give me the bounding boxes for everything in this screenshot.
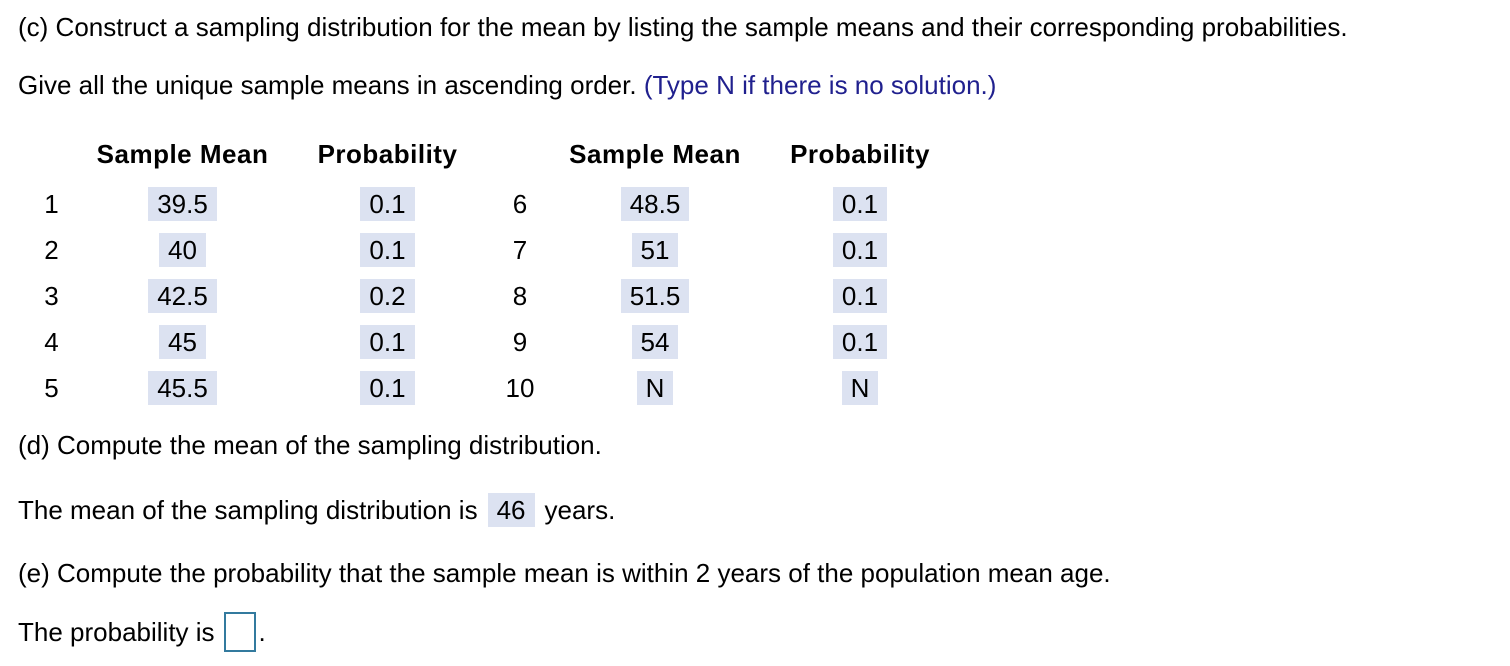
table-row: 54 — [545, 319, 765, 365]
header-spacer — [18, 135, 85, 173]
part-e-answer-line: The probability is . — [18, 612, 266, 652]
sampling-distribution-table: Sample Mean Probability Sample Mean Prob… — [18, 135, 955, 411]
probability-input-4[interactable]: 0.1 — [360, 325, 415, 359]
row-number-1: 1 — [44, 188, 59, 219]
column-header-probability-right: Probability — [790, 138, 930, 169]
part-c-prompt-text: (c) Construct a sampling distribution fo… — [18, 12, 1348, 42]
table-row: 0.2 — [280, 273, 495, 319]
probability-input-8[interactable]: 0.1 — [832, 279, 888, 313]
sample-mean-input-7[interactable]: 51 — [631, 233, 679, 267]
table-row: 0.1 — [280, 365, 495, 411]
sample-mean-input-2[interactable]: 40 — [159, 233, 206, 267]
probability-input-1[interactable]: 0.1 — [360, 187, 415, 221]
part-d-prompt: (d) Compute the mean of the sampling dis… — [18, 430, 602, 460]
mean-answer-suffix: years. — [544, 494, 616, 525]
table-row: N — [545, 365, 765, 411]
table-row: 39.5 — [85, 181, 280, 227]
type-n-hint: (Type N if there is no solution.) — [643, 70, 997, 100]
part-d-prompt-text: (d) Compute the mean of the sampling dis… — [18, 430, 602, 460]
row-number-5: 5 — [44, 372, 59, 403]
sample-mean-input-1[interactable]: 39.5 — [148, 187, 217, 221]
probability-input-2[interactable]: 0.1 — [360, 233, 415, 267]
table-row: 0.1 — [765, 273, 955, 319]
row-number-3: 3 — [44, 280, 59, 311]
column-header-sample-mean-right: Sample Mean — [569, 138, 741, 169]
table-row: 0.1 — [765, 227, 955, 273]
sample-mean-input-3[interactable]: 42.5 — [148, 279, 217, 313]
mean-answer-prefix: The mean of the sampling distribution is — [18, 494, 478, 525]
sample-mean-input-10[interactable]: N — [636, 371, 674, 405]
table-row: 0.1 — [280, 227, 495, 273]
instruction-text: Give all the unique sample means in asce… — [18, 70, 644, 100]
probability-input-7[interactable]: 0.1 — [832, 233, 888, 267]
part-e-prompt-text: (e) Compute the probability that the sam… — [18, 558, 1111, 588]
mean-answer-input[interactable]: 46 — [487, 493, 535, 527]
table-row: 51 — [545, 227, 765, 273]
part-d-answer-line: The mean of the sampling distribution is… — [18, 490, 615, 530]
probability-answer-suffix: . — [258, 616, 266, 647]
probability-input-9[interactable]: 0.1 — [832, 325, 888, 359]
table-row: 0.1 — [765, 181, 955, 227]
sample-mean-input-5[interactable]: 45.5 — [148, 371, 217, 405]
row-number-2: 2 — [44, 234, 59, 265]
row-number-8: 8 — [512, 280, 528, 311]
probability-answer-input[interactable] — [223, 612, 256, 652]
table-row: 51.5 — [545, 273, 765, 319]
table-row: 0.1 — [280, 181, 495, 227]
part-c-instruction: Give all the unique sample means in asce… — [18, 70, 996, 100]
part-e-prompt: (e) Compute the probability that the sam… — [18, 558, 1111, 588]
table-row: 0.1 — [280, 319, 495, 365]
table-row: 42.5 — [85, 273, 280, 319]
part-c-prompt: (c) Construct a sampling distribution fo… — [18, 12, 1348, 42]
probability-input-10[interactable]: N — [841, 371, 879, 405]
table-row: 45 — [85, 319, 280, 365]
sample-mean-input-8[interactable]: 51.5 — [620, 279, 690, 313]
row-number-9: 9 — [512, 326, 528, 357]
sample-mean-input-6[interactable]: 48.5 — [620, 187, 690, 221]
probability-input-6[interactable]: 0.1 — [832, 187, 888, 221]
table-row: 48.5 — [545, 181, 765, 227]
header-spacer — [495, 135, 545, 173]
table-row: N — [765, 365, 955, 411]
sample-mean-input-9[interactable]: 54 — [631, 325, 679, 359]
row-number-10: 10 — [505, 372, 535, 403]
table-row: 40 — [85, 227, 280, 273]
table-row: 45.5 — [85, 365, 280, 411]
row-number-6: 6 — [512, 188, 528, 219]
column-header-sample-mean-left: Sample Mean — [96, 138, 269, 169]
sample-mean-input-4[interactable]: 45 — [159, 325, 206, 359]
row-number-4: 4 — [44, 326, 59, 357]
row-number-7: 7 — [512, 234, 528, 265]
probability-answer-prefix: The probability is — [18, 616, 215, 647]
probability-input-5[interactable]: 0.1 — [360, 371, 415, 405]
table-row: 0.1 — [765, 319, 955, 365]
probability-input-3[interactable]: 0.2 — [360, 279, 415, 313]
column-header-probability-left: Probability — [317, 138, 458, 169]
